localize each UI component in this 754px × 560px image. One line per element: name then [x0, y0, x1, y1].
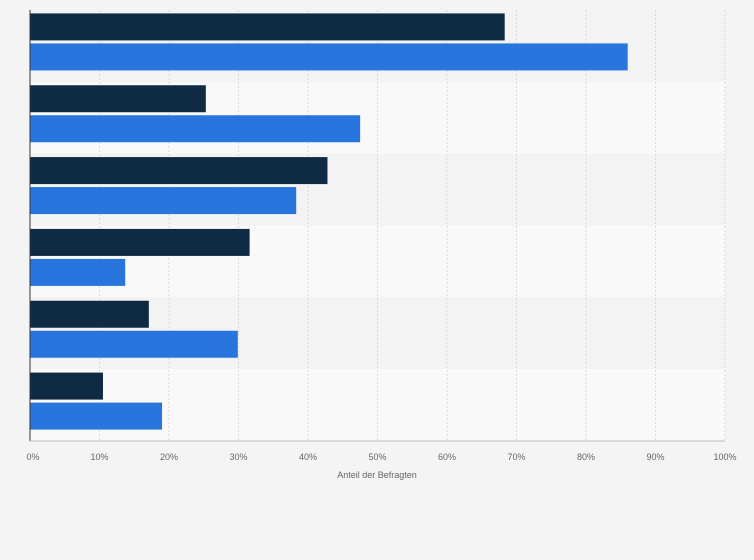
x-tick-labels: 0% 10% 20% 30% 40% 50% 60% 70% 80% 90% 100% [26, 452, 736, 462]
bar-series-1 [30, 85, 206, 113]
bar-series-1 [30, 372, 103, 400]
x-tick-label: 20% [160, 452, 178, 462]
x-tick-label: 50% [368, 452, 386, 462]
x-tick-label: 80% [577, 452, 595, 462]
x-tick-label: 40% [299, 452, 317, 462]
x-tick-label: 100% [713, 452, 736, 462]
x-tick-label: 0% [26, 452, 39, 462]
bar-series-1 [30, 300, 149, 328]
bar-series-1 [30, 228, 250, 256]
bar-series-2 [30, 115, 361, 143]
bar-series-2 [30, 187, 297, 215]
bar-series-1 [30, 13, 505, 41]
x-tick-label: 60% [438, 452, 456, 462]
x-tick-label: 90% [646, 452, 664, 462]
bar-series-2 [30, 258, 126, 286]
x-tick-label: 10% [90, 452, 108, 462]
bars [30, 13, 628, 430]
x-tick-label: 30% [229, 452, 247, 462]
bar-series-2 [30, 43, 628, 71]
axes [29, 10, 725, 442]
bar-series-2 [30, 402, 163, 430]
bar-series-2 [30, 330, 238, 358]
x-tick-label: 70% [507, 452, 525, 462]
bar-series-1 [30, 157, 328, 185]
x-axis-title: Anteil der Befragten [337, 470, 417, 480]
